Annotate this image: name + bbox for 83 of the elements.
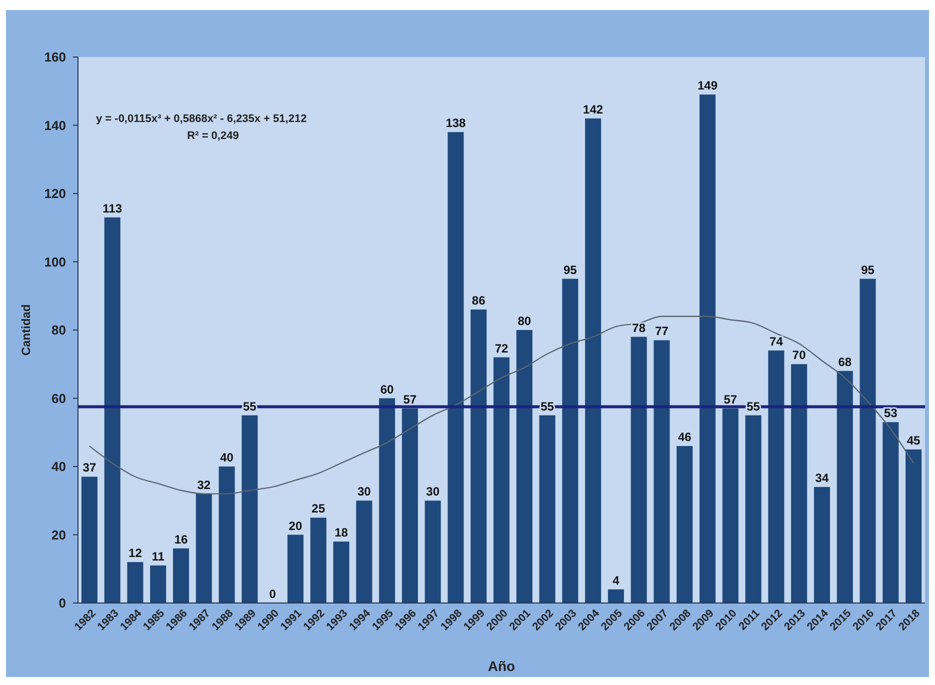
x-axis-title: Año	[488, 658, 516, 674]
data-label: 72	[494, 341, 508, 356]
y-tick-label: 0	[58, 596, 66, 611]
bar	[539, 415, 556, 603]
bar	[722, 408, 738, 603]
data-label: 60	[380, 382, 394, 396]
y-tick-label: 100	[44, 254, 66, 270]
bar	[333, 542, 350, 603]
bar	[218, 466, 235, 603]
data-label: 30	[357, 484, 372, 499]
bar	[906, 449, 922, 603]
y-axis-title: Cantidad	[19, 304, 33, 356]
bar	[150, 565, 166, 603]
y-tick-label: 140	[44, 118, 66, 133]
data-label: 95	[861, 262, 875, 277]
data-label: 25	[312, 502, 326, 516]
bar	[287, 534, 304, 603]
data-label: 53	[884, 406, 898, 420]
bar	[791, 364, 808, 603]
bar	[356, 500, 372, 603]
data-label: 57	[724, 392, 738, 406]
data-label: 80	[518, 314, 532, 328]
bar	[379, 398, 396, 603]
data-label: 4	[612, 573, 620, 588]
bar	[470, 310, 487, 603]
bar	[630, 336, 647, 603]
bar	[654, 340, 670, 603]
data-label: 45	[906, 433, 921, 448]
bar	[493, 357, 510, 603]
bar	[562, 278, 578, 603]
data-label: 57	[403, 392, 417, 406]
bar	[424, 500, 441, 603]
data-label: 113	[102, 201, 122, 216]
data-label: 20	[288, 518, 302, 533]
data-label: 138	[446, 116, 466, 130]
y-tick-label: 20	[52, 527, 66, 542]
y-tick-label: 60	[52, 390, 66, 406]
data-label: 78	[632, 320, 646, 335]
annotation: y = -0,0115x³ + 0,5868x² - 6,235x + 51,212	[96, 113, 307, 125]
data-label: 32	[197, 478, 211, 492]
annotation: R² = 0,249	[187, 130, 239, 142]
bar	[882, 422, 899, 603]
bar	[448, 132, 464, 603]
bar	[608, 589, 624, 603]
data-label: 68	[838, 354, 852, 369]
data-label: 95	[563, 262, 578, 277]
bar	[676, 446, 693, 603]
bar	[173, 548, 190, 603]
y-tick-label: 120	[44, 186, 66, 202]
bar	[242, 415, 258, 603]
y-tick-label: 160	[44, 50, 66, 65]
data-label: 74	[770, 334, 784, 348]
data-label: 37	[82, 460, 96, 475]
bar	[127, 562, 144, 603]
data-label: 12	[128, 546, 142, 560]
data-label: 77	[655, 324, 669, 338]
bar	[402, 408, 418, 603]
bar	[310, 518, 326, 603]
bar	[768, 350, 784, 603]
data-label: 142	[583, 102, 604, 116]
y-tick-label: 80	[52, 322, 66, 338]
data-label: 11	[152, 549, 165, 564]
data-label: 40	[220, 450, 234, 464]
data-label: 149	[698, 78, 718, 93]
data-label: 16	[174, 532, 188, 546]
data-label: 46	[678, 430, 692, 444]
data-label: 70	[792, 348, 806, 362]
bar	[860, 278, 876, 603]
data-label: 34	[815, 470, 829, 485]
bar	[104, 217, 120, 603]
y-tick-label: 40	[52, 459, 66, 474]
bar	[814, 486, 830, 603]
bar	[745, 415, 762, 603]
bar	[585, 118, 602, 603]
bar	[836, 370, 853, 603]
bar	[196, 494, 212, 603]
data-label: 0	[269, 587, 276, 601]
data-label: 86	[472, 294, 486, 308]
bar	[81, 476, 98, 603]
data-label: 30	[426, 484, 440, 499]
data-label: 18	[334, 526, 348, 540]
bar	[700, 94, 716, 603]
bar	[516, 330, 532, 603]
